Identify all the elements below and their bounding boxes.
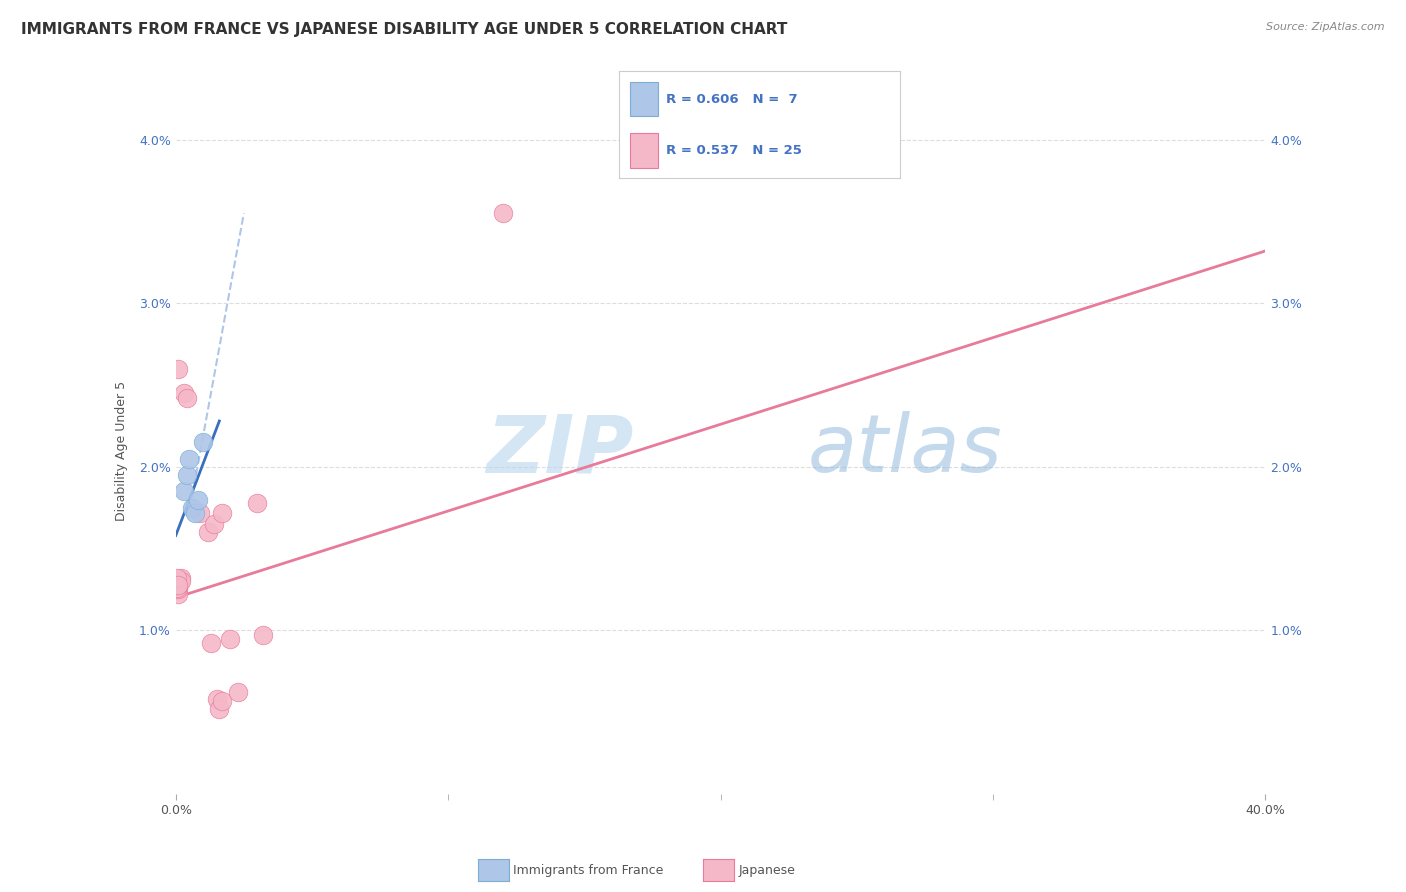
Text: atlas: atlas	[807, 411, 1002, 490]
Point	[166, 571, 188, 585]
Point	[252, 628, 274, 642]
Point	[191, 435, 214, 450]
Point	[167, 579, 190, 593]
Point	[228, 685, 250, 699]
Point	[197, 525, 219, 540]
Point	[176, 391, 198, 405]
Y-axis label: Disability Age Under 5: Disability Age Under 5	[115, 380, 128, 521]
Point	[170, 571, 193, 585]
Point	[205, 692, 228, 706]
Point	[492, 206, 515, 220]
Point	[208, 702, 231, 716]
Point	[184, 506, 207, 520]
Point	[211, 506, 233, 520]
FancyBboxPatch shape	[630, 82, 658, 116]
Point	[188, 506, 211, 520]
Text: Immigrants from France: Immigrants from France	[513, 864, 664, 877]
Point	[219, 632, 242, 646]
Point	[200, 636, 222, 650]
Point	[179, 451, 201, 466]
Point	[166, 581, 188, 595]
Point	[202, 517, 225, 532]
Point	[167, 361, 190, 376]
Point	[211, 694, 233, 708]
Text: IMMIGRANTS FROM FRANCE VS JAPANESE DISABILITY AGE UNDER 5 CORRELATION CHART: IMMIGRANTS FROM FRANCE VS JAPANESE DISAB…	[21, 22, 787, 37]
Point	[167, 577, 190, 591]
Point	[170, 574, 193, 589]
Point	[167, 587, 190, 601]
Point	[173, 484, 195, 499]
Point	[176, 467, 198, 482]
FancyBboxPatch shape	[630, 134, 658, 168]
Point	[246, 496, 269, 510]
Point	[173, 386, 195, 401]
Point	[167, 582, 190, 597]
Text: Source: ZipAtlas.com: Source: ZipAtlas.com	[1267, 22, 1385, 32]
Text: Japanese: Japanese	[738, 864, 794, 877]
Point	[186, 492, 209, 507]
Text: ZIP: ZIP	[486, 411, 633, 490]
Text: R = 0.606   N =  7: R = 0.606 N = 7	[666, 93, 799, 105]
Point	[181, 500, 204, 515]
Text: R = 0.537   N = 25: R = 0.537 N = 25	[666, 145, 803, 157]
Point	[167, 577, 190, 591]
